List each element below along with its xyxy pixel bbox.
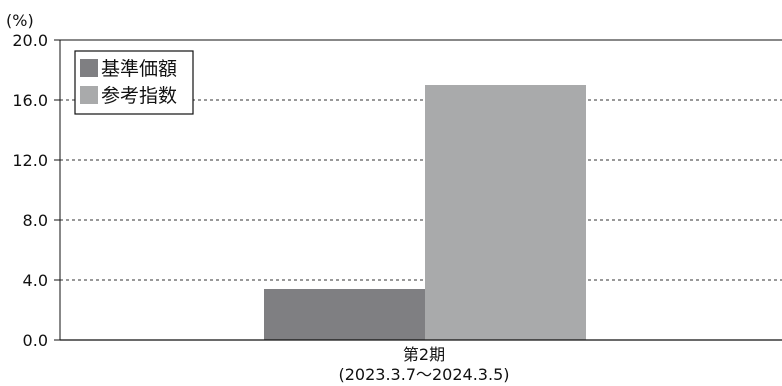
legend-swatch-sanko-shisu: [80, 86, 98, 104]
legend-label-kijun-kagaku: 基準価額: [101, 58, 177, 80]
y-tick-label: 12.0: [12, 151, 48, 170]
grid-lines: [60, 99, 782, 281]
bar-kijun-kagaku: [264, 289, 425, 340]
x-category-period-label: (2023.3.7〜2024.3.5): [339, 365, 510, 384]
bars: [264, 85, 586, 340]
y-tick-label: 20.0: [12, 31, 48, 50]
legend-label-sanko-shisu: 参考指数: [101, 85, 177, 107]
y-tick-labels: 0.0 4.0 8.0 12.0 16.0 20.0: [12, 31, 48, 350]
y-tick-label: 4.0: [23, 271, 48, 290]
bar-sanko-shisu: [425, 85, 586, 340]
y-tick-label: 0.0: [23, 331, 48, 350]
axes: [54, 39, 782, 341]
legend-swatch-kijun-kagaku: [80, 59, 98, 77]
x-category-label: 第2期: [403, 345, 445, 364]
y-tick-label: 8.0: [23, 211, 48, 230]
legend: 基準価額 参考指数: [74, 50, 194, 115]
y-tick-label: 16.0: [12, 91, 48, 110]
y-axis-unit-label: (%): [6, 11, 34, 30]
